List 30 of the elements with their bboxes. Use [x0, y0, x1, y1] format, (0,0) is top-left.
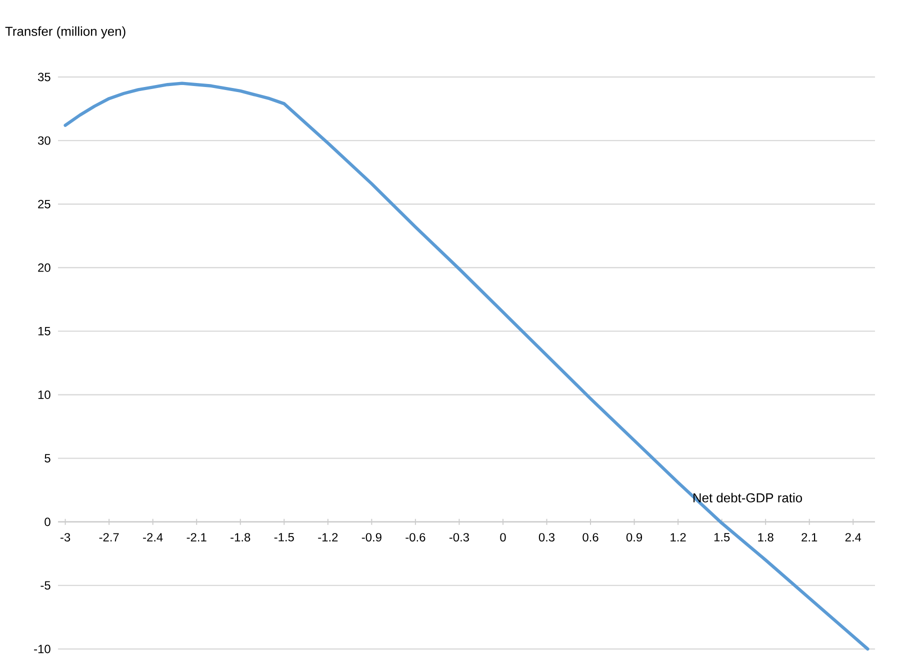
x-tick-label: -2.1 — [186, 533, 206, 542]
x-tick-label: -0.3 — [449, 533, 469, 542]
y-axis-title: Transfer (million yen) — [5, 26, 126, 38]
y-tick-label: 35 — [38, 72, 50, 82]
x-tick-label: -2.4 — [143, 533, 163, 542]
y-tick-label: 0 — [44, 518, 50, 526]
x-tick-label: 1.8 — [758, 533, 774, 542]
x-tick-label: 1.2 — [670, 533, 686, 542]
x-tick-label: 0.3 — [538, 533, 555, 542]
y-tick-label: 30 — [38, 136, 50, 145]
y-tick-label: 25 — [38, 200, 50, 208]
x-tick-label: -3 — [60, 533, 70, 542]
y-tick-label: 15 — [38, 327, 50, 336]
x-tick-label: 2.4 — [845, 533, 862, 542]
x-tick-label: -0.6 — [406, 533, 426, 542]
x-tick-label: 0.6 — [582, 533, 598, 542]
x-tick-label: 0.9 — [626, 533, 642, 542]
x-tick-label: -1.8 — [230, 533, 250, 542]
x-tick-label: -1.5 — [274, 533, 294, 542]
y-tick-label: 20 — [38, 263, 50, 272]
x-tick-label: -1.2 — [318, 533, 338, 542]
y-tick-label: 10 — [38, 390, 50, 399]
y-tick-label: 5 — [44, 454, 50, 462]
y-tick-label: -5 — [40, 581, 50, 590]
x-tick-label: -0.9 — [362, 533, 382, 542]
x-tick-label: 1.5 — [714, 533, 730, 542]
y-tick-label: -10 — [34, 644, 50, 654]
x-tick-label: 2.1 — [802, 533, 818, 542]
x-tick-label: -2.7 — [99, 533, 119, 542]
x-tick-label: 0 — [500, 533, 506, 542]
